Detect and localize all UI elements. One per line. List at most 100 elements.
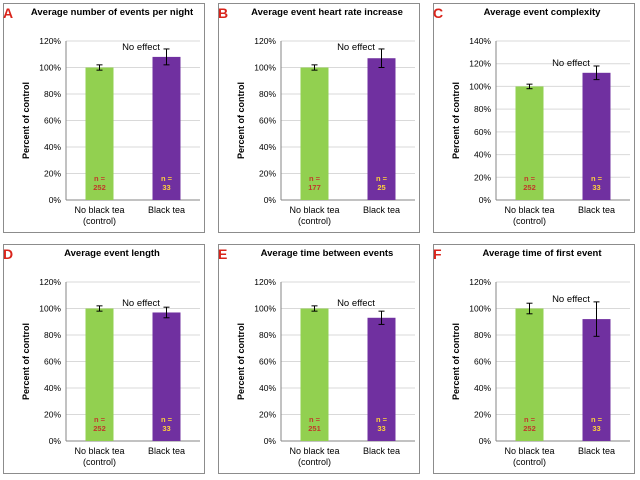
y-tick-label: 20% [474, 172, 491, 182]
n-label: n = 25 [376, 174, 388, 192]
y-tick-label: 0% [49, 195, 62, 205]
x-tick-label: Black tea [148, 446, 185, 456]
y-tick-label: 20% [44, 410, 61, 420]
panel-letter: A [3, 5, 14, 21]
bar-black-tea [152, 56, 181, 201]
x-tick-label: No black tea (control) [504, 205, 554, 226]
y-tick-label: 80% [259, 89, 276, 99]
annotation-text: No effect [337, 42, 375, 53]
chart-title: Average time between events [260, 248, 394, 259]
y-tick-label: 100% [469, 81, 491, 91]
plot-area: 0% 20% 40% 60% 80% 100% 120% Percent of control… [21, 36, 200, 226]
y-tick-label: 60% [259, 357, 276, 367]
chart-panel-a: A Average number of events per night 0% 2… [3, 3, 205, 233]
y-tick-label: 40% [259, 383, 276, 393]
x-tick-label: Black tea [578, 446, 615, 456]
bar-black-tea [367, 58, 396, 200]
plot-area: 0% 20% 40% 60% 80% 100% 120% 140% Percent of con… [451, 36, 630, 226]
x-tick-label: No black tea (control) [289, 446, 339, 467]
y-tick-label: 60% [474, 127, 491, 137]
n-label: n = 252 [93, 415, 106, 433]
y-axis-title: Percent of control [451, 82, 461, 159]
y-tick-label: 0% [264, 195, 277, 205]
n-label: n = 33 [591, 174, 603, 192]
bar-control [515, 86, 544, 200]
chart-panel-d: D Average event length 0% 20% 40% 60% 80% 100… [3, 244, 205, 474]
x-tick-label: No black tea (control) [504, 446, 554, 467]
y-tick-label: 0% [49, 436, 62, 446]
y-tick-label: 120% [254, 36, 276, 46]
n-label: n = 251 [308, 415, 321, 433]
chart-panel-b: B Average event heart rate increase 0% 20… [218, 3, 420, 233]
y-tick-label: 60% [474, 357, 491, 367]
chart-panel-c: C Average event complexity 0% 20% 40% 60% 80… [433, 3, 635, 233]
annotation-text: No effect [552, 294, 590, 305]
bar-control [85, 67, 114, 200]
panel-letter: D [3, 246, 14, 262]
x-tick-label: No black tea (control) [289, 205, 339, 226]
y-tick-label: 40% [44, 142, 61, 152]
y-tick-label: 20% [474, 410, 491, 420]
n-label: n = 177 [308, 174, 321, 192]
y-tick-label: 20% [259, 169, 276, 179]
y-tick-label: 120% [469, 59, 491, 69]
x-tick-label: Black tea [363, 446, 400, 456]
annotation-text: No effect [122, 298, 160, 309]
y-axis-title: Percent of control [21, 82, 31, 159]
n-label: n = 252 [93, 174, 106, 192]
bar-black-tea [152, 312, 181, 441]
y-tick-label: 40% [44, 383, 61, 393]
y-tick-label: 80% [259, 330, 276, 340]
bar-black-tea [582, 72, 611, 200]
y-axis-title: Percent of control [451, 323, 461, 400]
n-label: n = 252 [523, 415, 536, 433]
panel-letter: B [218, 5, 229, 21]
y-tick-label: 100% [469, 304, 491, 314]
y-tick-label: 80% [474, 104, 491, 114]
n-label: n = 33 [591, 415, 603, 433]
plot-area: 0% 20% 40% 60% 80% 100% 120% Percent of control… [451, 277, 630, 467]
y-tick-label: 100% [254, 63, 276, 73]
y-tick-label: 100% [254, 304, 276, 314]
y-tick-label: 0% [479, 436, 492, 446]
y-tick-label: 40% [474, 383, 491, 393]
plot-area: 0% 20% 40% 60% 80% 100% 120% Percent of control… [236, 277, 415, 467]
y-tick-label: 120% [39, 277, 61, 287]
x-tick-label: Black tea [578, 205, 615, 215]
y-tick-label: 20% [259, 410, 276, 420]
y-tick-label: 140% [469, 36, 491, 46]
n-label: n = 33 [376, 415, 388, 433]
y-tick-label: 100% [39, 63, 61, 73]
n-label: n = 252 [523, 174, 536, 192]
y-tick-label: 40% [259, 142, 276, 152]
annotation-text: No effect [122, 42, 160, 53]
x-tick-label: Black tea [148, 205, 185, 215]
panel-letter: C [433, 5, 444, 21]
y-tick-label: 60% [44, 357, 61, 367]
annotation-text: No effect [552, 58, 590, 69]
y-tick-label: 20% [44, 169, 61, 179]
y-tick-label: 120% [469, 277, 491, 287]
chart-title: Average number of events per night [30, 7, 194, 18]
panel-letter: E [218, 246, 228, 262]
y-tick-label: 60% [259, 116, 276, 126]
bar-control [300, 308, 329, 441]
chart-title: Average event heart rate increase [251, 7, 403, 18]
x-tick-label: Black tea [363, 205, 400, 215]
n-label: n = 33 [161, 415, 173, 433]
y-tick-label: 80% [44, 89, 61, 99]
chart-panel-f: F Average time of first event 0% 20% 40% 60… [433, 244, 635, 474]
bar-black-tea [367, 317, 396, 441]
n-label: n = 33 [161, 174, 173, 192]
bar-control [85, 308, 114, 441]
panel-letter: F [433, 246, 442, 262]
bar-control [300, 67, 329, 200]
y-tick-label: 120% [254, 277, 276, 287]
y-tick-label: 80% [44, 330, 61, 340]
x-tick-label: No black tea (control) [74, 446, 124, 467]
y-tick-label: 0% [479, 195, 492, 205]
annotation-text: No effect [337, 298, 375, 309]
bar-control [515, 308, 544, 441]
chart-title: Average event complexity [483, 7, 601, 18]
y-tick-label: 100% [39, 304, 61, 314]
